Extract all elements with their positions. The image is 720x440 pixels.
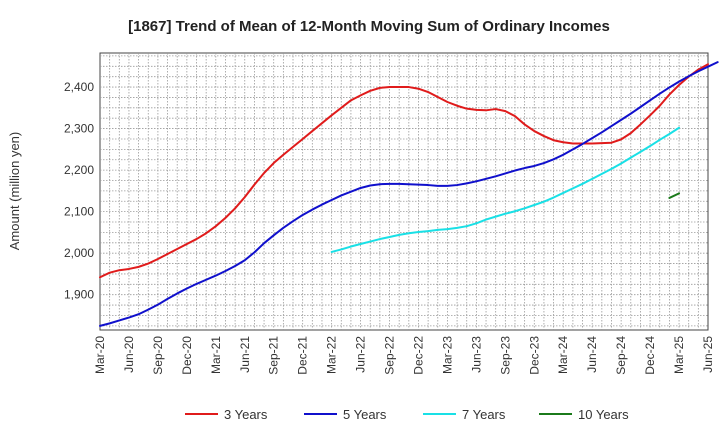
y-tick-label: 2,300 bbox=[64, 122, 94, 136]
series-lines bbox=[99, 61, 719, 327]
legend-label: 7 Years bbox=[462, 407, 506, 422]
x-tick-label: Jun-24 bbox=[585, 336, 599, 373]
y-tick-label: 2,400 bbox=[64, 80, 94, 94]
x-tick-label: Dec-20 bbox=[180, 336, 194, 375]
y-axis-ticks: 1,900 2,000 2,100 2,200 2,300 2,400 bbox=[64, 80, 94, 302]
x-tick-label: Jun-25 bbox=[701, 336, 715, 373]
x-tick-label: Dec-22 bbox=[411, 336, 425, 375]
legend-label: 10 Years bbox=[578, 407, 629, 422]
y-axis-label: Amount (million yen) bbox=[7, 132, 22, 251]
x-tick-label: Jun-22 bbox=[354, 336, 368, 373]
y-tick-label: 2,200 bbox=[64, 163, 94, 177]
x-tick-label: Mar-20 bbox=[93, 336, 107, 374]
series-line-7-years bbox=[330, 126, 681, 253]
x-tick-label: Jun-23 bbox=[469, 336, 483, 373]
legend-label: 5 Years bbox=[343, 407, 387, 422]
legend-label: 3 Years bbox=[224, 407, 268, 422]
x-tick-label: Jun-21 bbox=[238, 336, 252, 373]
chart-title: [1867] Trend of Mean of 12-Month Moving … bbox=[128, 18, 610, 35]
grid bbox=[100, 53, 708, 330]
legend: 3 Years 5 Years 7 Years 10 Years bbox=[185, 407, 629, 422]
x-tick-label: Sep-24 bbox=[614, 336, 628, 375]
x-tick-label: Mar-24 bbox=[556, 336, 570, 374]
x-tick-label: Mar-22 bbox=[325, 336, 339, 374]
x-tick-label: Mar-25 bbox=[672, 336, 686, 374]
x-tick-label: Dec-23 bbox=[527, 336, 541, 375]
series-line-5-years bbox=[99, 61, 719, 327]
x-tick-label: Dec-21 bbox=[296, 336, 310, 375]
y-tick-label: 1,900 bbox=[64, 288, 94, 302]
x-tick-label: Sep-22 bbox=[383, 336, 397, 375]
plot-area bbox=[99, 52, 709, 331]
x-tick-label: Sep-23 bbox=[498, 336, 512, 375]
x-tick-label: Sep-21 bbox=[267, 336, 281, 375]
y-tick-label: 2,100 bbox=[64, 205, 94, 219]
series-line-10-years bbox=[668, 192, 681, 199]
x-axis-ticks: Mar-20 Jun-20 Sep-20 Dec-20 Mar-21 Jun-21 Sep-… bbox=[93, 336, 715, 375]
x-tick-label: Mar-23 bbox=[440, 336, 454, 374]
x-tick-label: Sep-20 bbox=[151, 336, 165, 375]
y-tick-label: 2,000 bbox=[64, 246, 94, 260]
x-tick-label: Dec-24 bbox=[643, 336, 657, 375]
x-tick-label: Jun-20 bbox=[122, 336, 136, 373]
series-line-3-years bbox=[99, 63, 709, 279]
x-tick-label: Mar-21 bbox=[209, 336, 223, 374]
